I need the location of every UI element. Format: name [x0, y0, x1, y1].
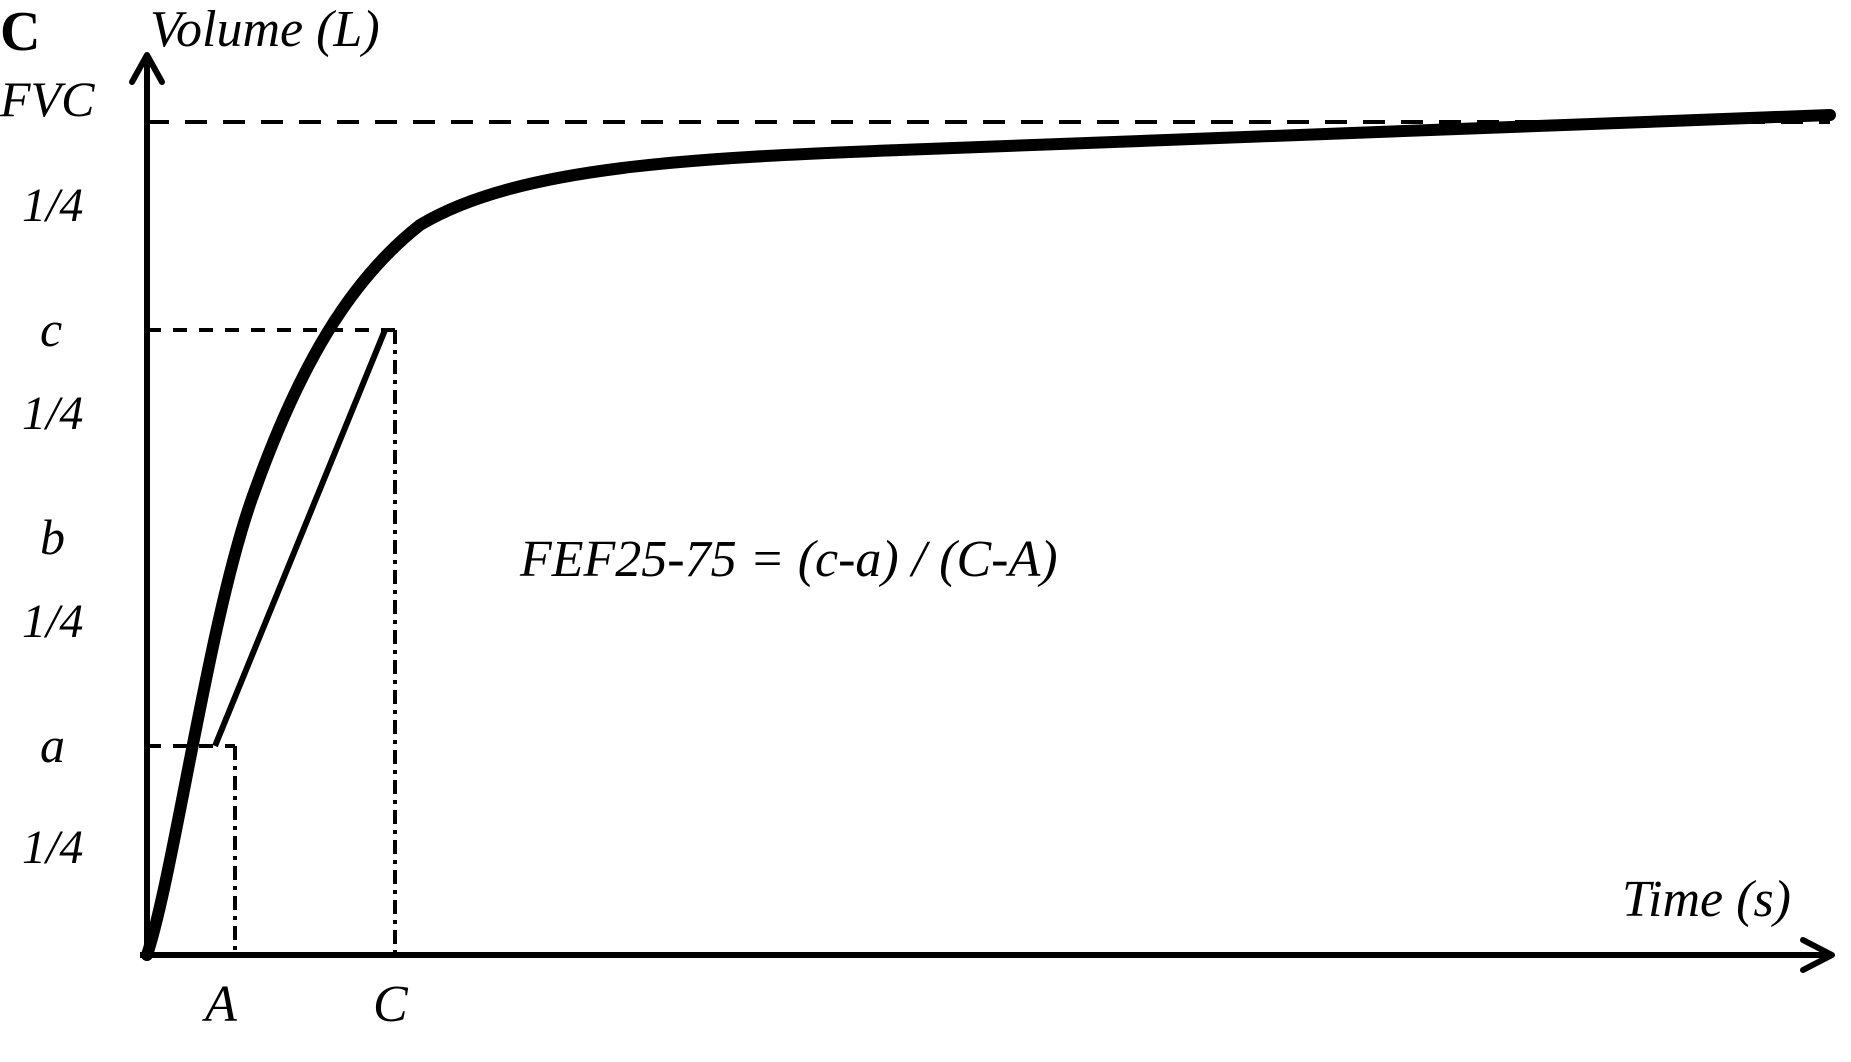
plot-svg: [0, 0, 1851, 1062]
volume-time-curve: [147, 115, 1830, 955]
spirometry-diagram: C Volume (L) Time (s) FVC 1/4 c 1/4 b 1/…: [0, 0, 1851, 1062]
